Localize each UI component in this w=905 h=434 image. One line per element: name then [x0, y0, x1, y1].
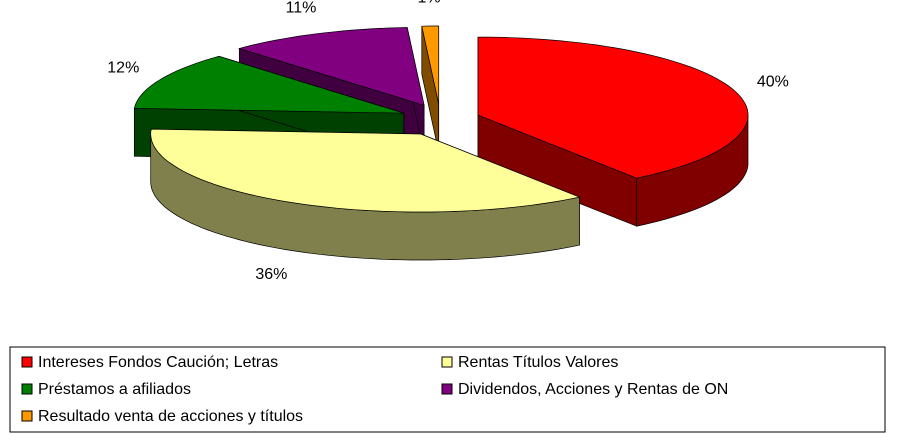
- legend-label: Dividendos, Acciones y Rentas de ON: [458, 381, 728, 398]
- data-label: 11%: [286, 0, 317, 16]
- legend-swatch: [441, 383, 453, 395]
- legend-swatch: [441, 356, 453, 368]
- legend-swatch: [21, 383, 33, 395]
- data-label: 12%: [107, 59, 139, 76]
- slice: [133, 55, 404, 114]
- data-label: 40%: [757, 74, 789, 91]
- legend-swatch: [21, 410, 33, 422]
- data-label: 1%: [417, 0, 440, 6]
- legend-swatch: [21, 356, 33, 368]
- legend-label: Intereses Fondos Caución; Letras: [38, 354, 278, 371]
- slice: [150, 128, 581, 213]
- legend-label: Préstamos a afiliados: [38, 381, 191, 398]
- slice: [238, 27, 425, 106]
- legend-label: Rentas Títulos Valores: [458, 354, 618, 371]
- slice: [421, 25, 440, 105]
- slice: [477, 36, 749, 179]
- legend-label: Resultado venta de acciones y títulos: [38, 408, 303, 425]
- data-label: 36%: [255, 266, 287, 283]
